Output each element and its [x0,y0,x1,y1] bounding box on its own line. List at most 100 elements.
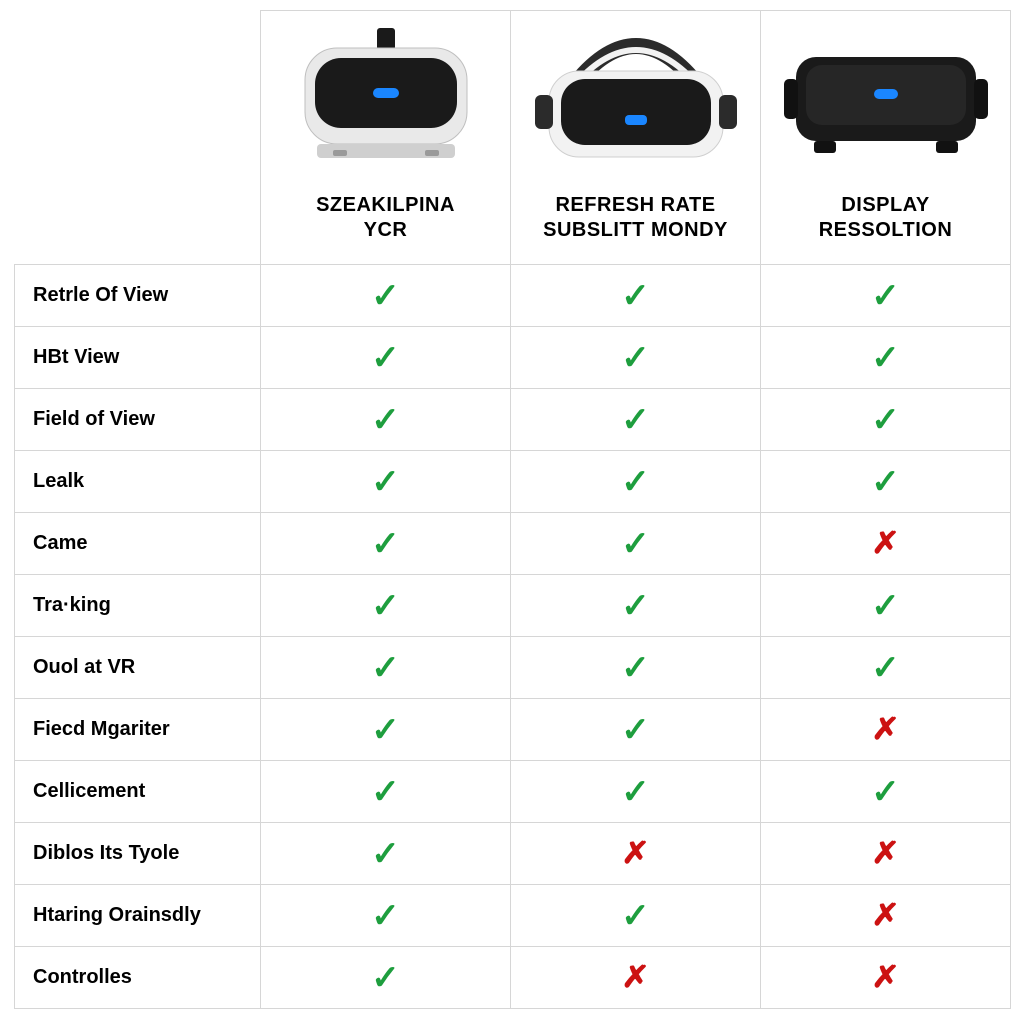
feature-label: Lealk [15,451,261,513]
check-icon: ✓ [621,899,650,933]
check-icon: ✓ [871,279,900,313]
table-row: Htaring Orainsdly ✓ ✓ ✗ [15,885,1011,947]
feature-cell: ✗ [761,885,1011,947]
feature-cell: ✓ [511,699,761,761]
feature-cell: ✓ [261,699,511,761]
check-icon: ✓ [621,403,650,437]
feature-cell: ✓ [761,389,1011,451]
table-row: Diblos Its Tyole ✓ ✗ ✗ [15,823,1011,885]
vr-headset-icon [521,17,751,187]
feature-cell: ✓ [511,513,761,575]
check-icon: ✓ [621,341,650,375]
feature-cell: ✗ [761,699,1011,761]
feature-cell: ✓ [261,451,511,513]
check-icon: ✓ [371,527,400,561]
feature-cell: ✗ [761,947,1011,1009]
table-row: HBt View ✓ ✓ ✓ [15,327,1011,389]
table-row: Lealk ✓ ✓ ✓ [15,451,1011,513]
cross-icon: ✗ [871,963,900,993]
table-row: Tra·king ✓ ✓ ✓ [15,575,1011,637]
check-icon: ✓ [371,961,400,995]
check-icon: ✓ [371,465,400,499]
check-icon: ✓ [371,403,400,437]
check-icon: ✓ [371,899,400,933]
feature-label: Field of View [15,389,261,451]
cross-icon: ✗ [871,901,900,931]
product-header-2: REFRESH RATE SUBSLITT MONDY [511,11,761,265]
feature-cell: ✓ [511,637,761,699]
feature-cell: ✓ [261,885,511,947]
feature-cell: ✗ [511,823,761,885]
check-icon: ✓ [871,775,900,809]
table-row: Controlles ✓ ✗ ✗ [15,947,1011,1009]
cross-icon: ✗ [871,839,900,869]
header-row: SZEAKILPINA YCR REFRESH RATE SUBSLIT [15,11,1011,265]
feature-cell: ✓ [261,823,511,885]
feature-cell: ✓ [761,761,1011,823]
feature-label: Tra·king [15,575,261,637]
cross-icon: ✗ [871,529,900,559]
feature-label: Controlles [15,947,261,1009]
product-name: DISPLAY RESSOLTION [761,193,1010,243]
feature-cell: ✓ [261,575,511,637]
check-icon: ✓ [621,527,650,561]
feature-label: Came [15,513,261,575]
product-name: SZEAKILPINA YCR [261,193,510,243]
table-row: Ouol at VR✓✓✓ [15,637,1011,699]
check-icon: ✓ [371,837,400,871]
check-icon: ✓ [871,403,900,437]
feature-cell: ✓ [761,451,1011,513]
feature-cell: ✓ [761,327,1011,389]
check-icon: ✓ [371,775,400,809]
feature-cell: ✗ [511,947,761,1009]
check-icon: ✓ [621,465,650,499]
check-icon: ✓ [871,589,900,623]
feature-cell: ✗ [761,823,1011,885]
feature-cell: ✓ [511,761,761,823]
feature-cell: ✓ [261,513,511,575]
vr-headset-icon [281,22,491,182]
table-row: Retrle Of View ✓ ✓ ✓ [15,265,1011,327]
feature-cell: ✓ [261,389,511,451]
check-icon: ✓ [871,341,900,375]
check-icon: ✓ [371,713,400,747]
check-icon: ✓ [621,651,650,685]
product-header-3: DISPLAY RESSOLTION [761,11,1011,265]
check-icon: ✓ [371,589,400,623]
product-header-1: SZEAKILPINA YCR [261,11,511,265]
product-name: REFRESH RATE SUBSLITT MONDY [511,193,760,243]
check-icon: ✓ [371,341,400,375]
check-icon: ✓ [371,279,400,313]
product-image-1 [261,17,510,187]
check-icon: ✓ [621,713,650,747]
check-icon: ✓ [871,465,900,499]
feature-label: Diblos Its Tyole [15,823,261,885]
feature-label: Retrle Of View [15,265,261,327]
feature-cell: ✓ [511,265,761,327]
table-row: Came ✓ ✓ ✗ [15,513,1011,575]
check-icon: ✓ [621,589,650,623]
feature-cell: ✓ [511,327,761,389]
check-icon: ✓ [621,775,650,809]
feature-cell: ✓ [261,327,511,389]
product-image-2 [511,17,760,187]
table-row: Fiecd Mgariter✓✓✗ [15,699,1011,761]
header-blank [15,11,261,265]
check-icon: ✓ [871,651,900,685]
cross-icon: ✗ [621,963,650,993]
cross-icon: ✗ [621,839,650,869]
feature-cell: ✓ [261,947,511,1009]
feature-cell: ✓ [261,637,511,699]
feature-cell: ✓ [511,389,761,451]
product-image-3 [761,17,1010,187]
feature-label: Htaring Orainsdly [15,885,261,947]
feature-cell: ✓ [511,451,761,513]
feature-label: Ouol at VR [15,637,261,699]
feature-cell: ✓ [761,575,1011,637]
vr-headset-icon [776,27,996,177]
feature-cell: ✓ [761,265,1011,327]
feature-cell: ✓ [761,637,1011,699]
feature-cell: ✓ [261,761,511,823]
comparison-table: SZEAKILPINA YCR REFRESH RATE SUBSLIT [14,10,1011,1009]
feature-label: HBt View [15,327,261,389]
